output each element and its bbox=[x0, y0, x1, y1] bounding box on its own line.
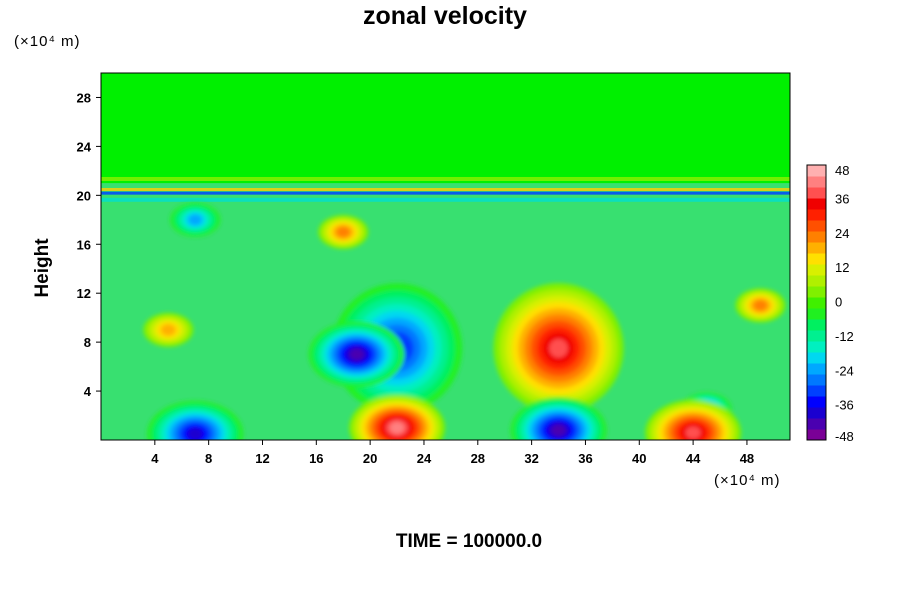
y-tick-label: 28 bbox=[77, 90, 91, 105]
x-tick-label: 24 bbox=[417, 451, 432, 466]
colorbar-segment bbox=[807, 264, 826, 276]
colorbar-tick-label: -12 bbox=[835, 329, 854, 344]
x-tick-label: 4 bbox=[151, 451, 159, 466]
colorbar-segment bbox=[807, 286, 826, 298]
contour-band bbox=[349, 348, 364, 361]
transition-band bbox=[101, 187, 790, 191]
colorbar-segment bbox=[807, 242, 826, 254]
colorbar-segment bbox=[807, 176, 826, 188]
x-tick-label: 8 bbox=[205, 451, 212, 466]
colorbar-segment bbox=[807, 253, 826, 265]
velocity-feature bbox=[318, 215, 369, 250]
contour-band bbox=[685, 426, 701, 439]
velocity-feature bbox=[349, 394, 446, 440]
colorbar-segment bbox=[807, 308, 826, 320]
colorbar-segment bbox=[807, 396, 826, 408]
velocity-feature bbox=[308, 321, 405, 388]
colorbar: 48 36 24 12 0 -12 -24 -36 -48 bbox=[806, 163, 854, 444]
contour-band bbox=[549, 339, 568, 358]
colorbar-segment bbox=[807, 319, 826, 331]
colorbar-segment bbox=[807, 352, 826, 364]
colorbar-tick-label: -36 bbox=[835, 398, 854, 413]
contour-band bbox=[187, 427, 203, 440]
x-tick-label: 16 bbox=[309, 451, 323, 466]
colorbar-segment bbox=[807, 198, 826, 210]
colorbar-tick-label: 12 bbox=[835, 260, 849, 275]
x-tick-label: 44 bbox=[686, 451, 701, 466]
velocity-feature bbox=[143, 312, 194, 347]
chart-title: zonal velocity bbox=[363, 2, 527, 30]
colorbar-tick-label: -24 bbox=[835, 363, 854, 378]
velocity-feature bbox=[493, 283, 624, 414]
y-tick-label: 16 bbox=[77, 237, 91, 252]
colorbar-segment bbox=[807, 418, 826, 430]
x-tick-label: 32 bbox=[524, 451, 538, 466]
velocity-feature bbox=[147, 400, 244, 440]
contour-band bbox=[188, 214, 202, 226]
x-tick-label: 20 bbox=[363, 451, 377, 466]
transition-band bbox=[101, 176, 790, 181]
colorbar-tick-label: 36 bbox=[835, 191, 849, 206]
x-tick-label: 28 bbox=[471, 451, 485, 466]
time-label: TIME = 100000.0 bbox=[395, 531, 543, 552]
y-tick-label: 12 bbox=[77, 286, 91, 301]
x-tick-label: 12 bbox=[255, 451, 269, 466]
y-tick-label: 20 bbox=[77, 188, 91, 203]
colorbar-segment bbox=[807, 220, 826, 232]
colorbar-segment bbox=[807, 330, 826, 342]
y-unit-label: (×10⁴ m) bbox=[14, 33, 81, 50]
colorbar-segment bbox=[807, 363, 826, 375]
colorbar-segment bbox=[807, 231, 826, 243]
plot-area bbox=[101, 73, 790, 440]
colorbar-segment bbox=[807, 407, 826, 419]
velocity-feature bbox=[170, 202, 221, 237]
x-tick-label: 40 bbox=[632, 451, 646, 466]
velocity-feature bbox=[645, 399, 742, 440]
plot-frame bbox=[100, 72, 791, 441]
colorbar-tick-label: -48 bbox=[835, 429, 854, 444]
colorbar-segment bbox=[807, 187, 826, 199]
y-tick-label: 8 bbox=[84, 335, 91, 350]
colorbar-segment bbox=[807, 429, 826, 441]
colorbar-segment bbox=[807, 209, 826, 221]
contour-band bbox=[753, 300, 768, 311]
boundary-band bbox=[101, 191, 790, 195]
colorbar-tick-label: 0 bbox=[835, 295, 842, 310]
velocity-feature bbox=[735, 288, 786, 323]
contour-band bbox=[160, 324, 176, 336]
colorbar-segment bbox=[807, 341, 826, 353]
colorbar-segment bbox=[807, 275, 826, 287]
velocity-feature bbox=[510, 397, 607, 440]
upper-layer bbox=[101, 73, 790, 184]
colorbar-segment bbox=[807, 165, 826, 177]
colorbar-frame bbox=[806, 164, 827, 441]
colorbar-tick-label: 24 bbox=[835, 226, 849, 241]
x-tick-label: 36 bbox=[578, 451, 592, 466]
colorbar-segment bbox=[807, 374, 826, 386]
colorbar-segment bbox=[807, 385, 826, 397]
y-tick-label: 24 bbox=[77, 139, 92, 154]
x-unit-label: (×10⁴ m) bbox=[714, 472, 781, 489]
y-tick-label: 4 bbox=[84, 384, 92, 399]
contour-band bbox=[551, 424, 566, 436]
contour-band bbox=[389, 422, 405, 434]
colorbar-tick-label: 48 bbox=[835, 163, 849, 178]
x-tick-label: 48 bbox=[740, 451, 754, 466]
contour-band bbox=[336, 226, 350, 238]
transition-band bbox=[101, 197, 790, 202]
colorbar-segment bbox=[807, 297, 826, 309]
